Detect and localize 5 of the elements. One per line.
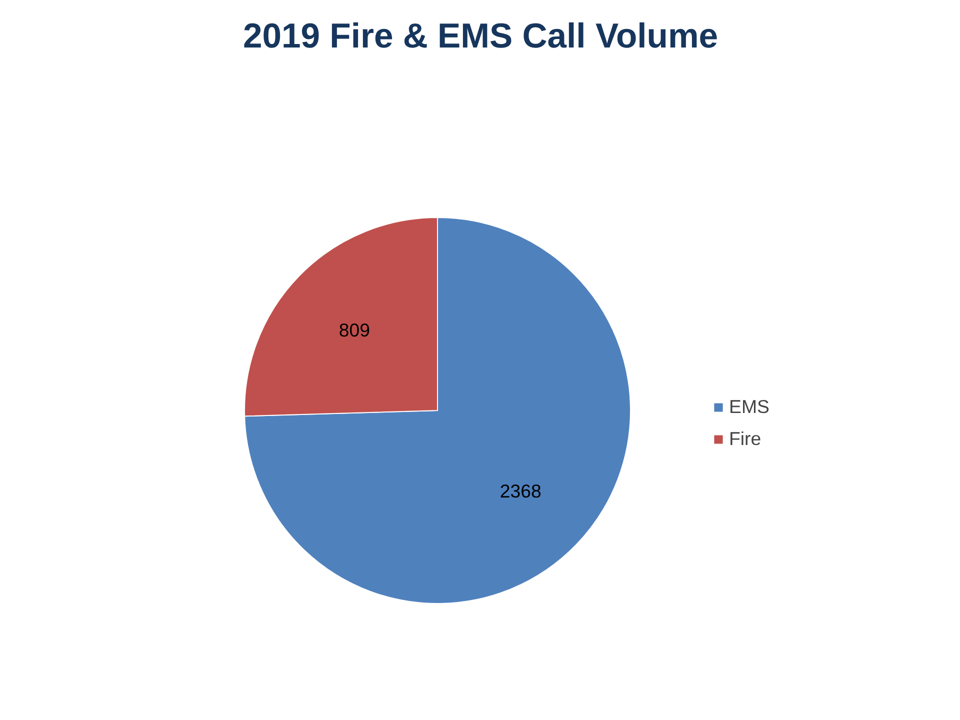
data-label: 809 (338, 319, 370, 340)
legend-label: Fire (729, 428, 762, 450)
chart-title: 2019 Fire & EMS Call Volume (242, 18, 718, 56)
data-label: 2368 (500, 480, 542, 502)
legend-label: EMS (729, 396, 770, 418)
